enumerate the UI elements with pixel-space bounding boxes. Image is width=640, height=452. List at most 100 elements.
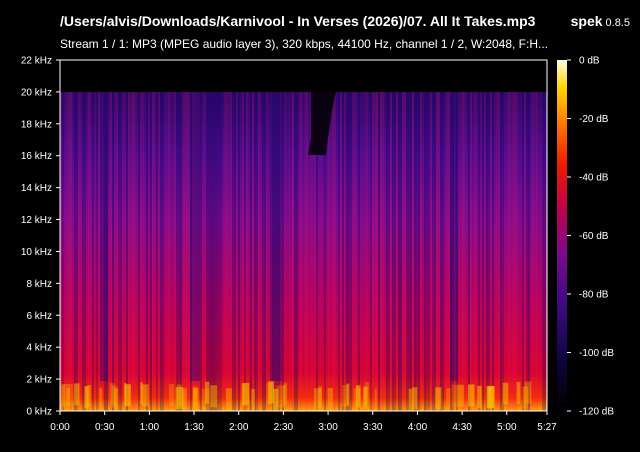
spectrogram-column	[482, 91, 484, 411]
spectrogram-column	[282, 91, 284, 411]
freq-tick-label: 22 kHz	[21, 56, 52, 67]
spectrogram-column	[354, 91, 356, 411]
freq-tick-label: 12 kHz	[21, 215, 52, 226]
spectrogram-column	[194, 91, 196, 411]
spectrogram-column	[200, 91, 202, 411]
spectrogram-column	[368, 91, 370, 411]
spectrogram-column	[260, 91, 262, 411]
spectrogram-column	[296, 91, 298, 411]
spectrogram-column	[218, 91, 220, 411]
spectrogram-streak	[363, 386, 368, 409]
spectrogram-column	[360, 91, 362, 411]
freq-tick-label: 20 kHz	[21, 87, 52, 98]
spectrogram-column	[198, 91, 200, 411]
spectrogram-column	[96, 91, 98, 411]
spectrogram-column	[268, 91, 270, 411]
spectrogram-column	[432, 91, 434, 411]
spectrogram-streak	[342, 385, 349, 408]
spectrogram-column	[338, 91, 340, 411]
spectrogram-column	[294, 91, 296, 411]
spectrogram-column	[162, 91, 164, 411]
spectrogram-column	[166, 91, 168, 411]
spectrogram-column	[430, 91, 432, 411]
spectrogram-energy	[60, 92, 547, 411]
spectrogram-streak	[408, 388, 413, 411]
time-tick-label: 5:27	[537, 422, 557, 433]
spectrogram-column	[212, 91, 214, 411]
spectrogram-column	[272, 91, 274, 411]
spectrogram-column	[196, 91, 198, 411]
spectrogram-streak	[69, 384, 74, 407]
spectrogram-column	[346, 91, 348, 411]
spectrogram-column	[324, 91, 326, 411]
spectrogram-streak	[524, 381, 532, 404]
spectrogram-column	[112, 91, 114, 411]
spectrogram-column	[186, 91, 188, 411]
spectrogram-column	[422, 91, 424, 411]
freq-tick-label: 6 kHz	[26, 311, 52, 322]
spectrogram-column	[210, 91, 212, 411]
frequency-axis: 22 kHz 20 kHz 18 kHz 16 kHz 14 kHz 12 kHz 10 k…	[21, 56, 60, 418]
spectrogram-streak	[273, 388, 279, 411]
spectrogram-column	[86, 91, 88, 411]
spectrogram-column	[110, 91, 112, 411]
spectrogram-column	[384, 91, 386, 411]
spectrogram-column	[446, 91, 448, 411]
time-tick-label: 3:30	[363, 422, 383, 433]
spectrogram-column	[380, 91, 382, 411]
spectrogram-bands	[60, 91, 548, 411]
spectrogram-streak	[61, 384, 70, 407]
spectrogram-column	[82, 91, 84, 411]
spectrogram-quiet-segment	[100, 91, 108, 381]
spectrogram-column	[176, 91, 178, 411]
spectrogram-column	[426, 91, 428, 411]
spectrogram-streak	[210, 385, 218, 408]
spectrogram-column	[132, 91, 134, 411]
spectrogram-column	[202, 91, 204, 411]
spectrogram-column	[440, 91, 442, 411]
spectrogram-column	[192, 91, 194, 411]
spectrogram-column	[314, 91, 316, 411]
spectrogram-column	[98, 91, 100, 411]
spectrogram-streak	[435, 387, 442, 410]
spectrogram-column	[400, 91, 402, 411]
spectrogram-column	[514, 91, 516, 411]
spectrogram-streak	[374, 388, 377, 411]
app-name-label: spek	[570, 13, 603, 29]
spectrogram-column	[460, 91, 462, 411]
spectrogram-column	[88, 91, 90, 411]
spectrogram-column	[528, 91, 530, 411]
spectrogram-column	[378, 91, 380, 411]
spectrogram-streak	[251, 388, 255, 411]
spectrogram-column	[464, 91, 466, 411]
spectrogram-column	[326, 91, 328, 411]
spectrogram-streak	[488, 386, 495, 409]
spectrogram-column	[364, 91, 366, 411]
freq-tick-label: 10 kHz	[21, 247, 52, 258]
spectrogram-streak	[241, 382, 250, 405]
spectrogram-column	[310, 91, 312, 411]
spectrogram-column	[424, 91, 426, 411]
spectrogram-column	[410, 91, 412, 411]
time-tick-label: 2:00	[229, 422, 249, 433]
spectrogram-column	[332, 91, 334, 411]
db-axis: 0 dB -20 dB -40 dB -60 dB -80 dB -100 dB -120 …	[567, 56, 614, 418]
time-tick-label: 4:00	[408, 422, 428, 433]
spectrogram-column	[150, 91, 152, 411]
spectrogram-streak	[84, 386, 89, 409]
spectrogram-column	[302, 91, 304, 411]
spectrogram-column	[236, 91, 238, 411]
spectrogram-column	[148, 91, 150, 411]
spectrogram-column	[328, 91, 330, 411]
spectrogram-column	[270, 91, 272, 411]
spectrogram-column	[416, 91, 418, 411]
spectrogram-column	[386, 91, 388, 411]
spectrogram-streak	[314, 388, 322, 411]
freq-tick-label: 2 kHz	[26, 375, 52, 386]
spectrogram-column	[402, 91, 404, 411]
spectrogram-column	[290, 91, 292, 411]
spectrogram-streak	[109, 382, 115, 405]
spectrogram-column	[232, 91, 234, 411]
freq-tick-label: 14 kHz	[21, 183, 52, 194]
spectrogram-column	[120, 91, 122, 411]
